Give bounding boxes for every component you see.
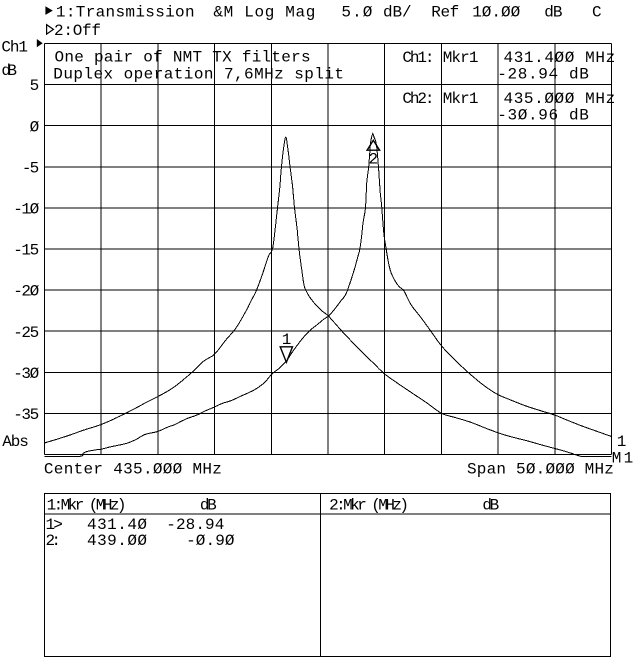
svg-text:431.4ØØ MHz: 431.4ØØ MHz bbox=[504, 49, 616, 67]
svg-text:-2Ø: -2Ø bbox=[13, 283, 39, 301]
svg-text:-15: -15 bbox=[13, 242, 39, 260]
svg-text:2:: 2: bbox=[46, 532, 62, 550]
svg-text:&M Log Mag: &M Log Mag bbox=[213, 4, 315, 22]
svg-text:431.4Ø: 431.4Ø bbox=[87, 516, 147, 534]
svg-text:2: 2 bbox=[368, 151, 378, 169]
svg-text:-Ø.9Ø: -Ø.9Ø bbox=[186, 532, 235, 550]
svg-text:5.Ø: 5.Ø bbox=[341, 4, 372, 22]
svg-text:Ch1: Ch1 bbox=[1, 39, 28, 57]
svg-text:Ch2:: Ch2: bbox=[402, 90, 434, 108]
svg-text:-35: -35 bbox=[13, 406, 39, 424]
svg-text:439.ØØ: 439.ØØ bbox=[87, 532, 147, 550]
svg-text:-25: -25 bbox=[13, 324, 39, 342]
svg-text:-3Ø.96 dB: -3Ø.96 dB bbox=[497, 107, 589, 125]
svg-text:435.ØØØ MHz: 435.ØØØ MHz bbox=[504, 90, 616, 108]
svg-text:5: 5 bbox=[30, 77, 40, 95]
svg-text:dB/: dB/ bbox=[383, 4, 412, 22]
svg-text:dB: dB bbox=[1, 62, 17, 80]
svg-text:1>: 1> bbox=[46, 516, 63, 534]
svg-text:dB: dB bbox=[482, 497, 499, 515]
svg-text:dB: dB bbox=[200, 497, 217, 515]
svg-text:-1Ø: -1Ø bbox=[13, 201, 39, 219]
svg-text:dB: dB bbox=[544, 4, 562, 22]
svg-text:Mkr1: Mkr1 bbox=[443, 49, 479, 67]
svg-text:Abs: Abs bbox=[2, 433, 29, 451]
svg-text:-3Ø: -3Ø bbox=[13, 365, 39, 383]
svg-text:1: 1 bbox=[617, 433, 627, 451]
svg-text:Center 435.ØØØ MHz: Center 435.ØØØ MHz bbox=[44, 460, 222, 478]
svg-text:C: C bbox=[592, 4, 602, 22]
svg-text:Duplex operation 7,6MHz split: Duplex operation 7,6MHz split bbox=[53, 66, 344, 84]
svg-text:Span 5Ø.ØØØ MHz: Span 5Ø.ØØØ MHz bbox=[467, 460, 614, 478]
svg-text:-28.94: -28.94 bbox=[166, 516, 224, 534]
svg-text:1:Transmission: 1:Transmission bbox=[56, 4, 195, 22]
svg-text:1Ø.ØØ: 1Ø.ØØ bbox=[472, 4, 520, 22]
svg-text:2:Off: 2:Off bbox=[54, 22, 101, 40]
svg-text:Ø: Ø bbox=[30, 118, 40, 136]
svg-text:Mkr1: Mkr1 bbox=[443, 90, 479, 108]
svg-text:-28.94 dB: -28.94 dB bbox=[497, 66, 589, 84]
svg-text:-5: -5 bbox=[22, 159, 39, 177]
svg-text:1: 1 bbox=[282, 331, 292, 349]
svg-text:1:Mkr (MHz): 1:Mkr (MHz) bbox=[47, 497, 127, 515]
svg-text:Ref: Ref bbox=[431, 4, 459, 22]
svg-text:One pair of NMT TX filters: One pair of NMT TX filters bbox=[55, 48, 311, 66]
svg-text:Ch1:: Ch1: bbox=[402, 49, 434, 67]
svg-text:2:Mkr (MHz): 2:Mkr (MHz) bbox=[329, 497, 409, 515]
